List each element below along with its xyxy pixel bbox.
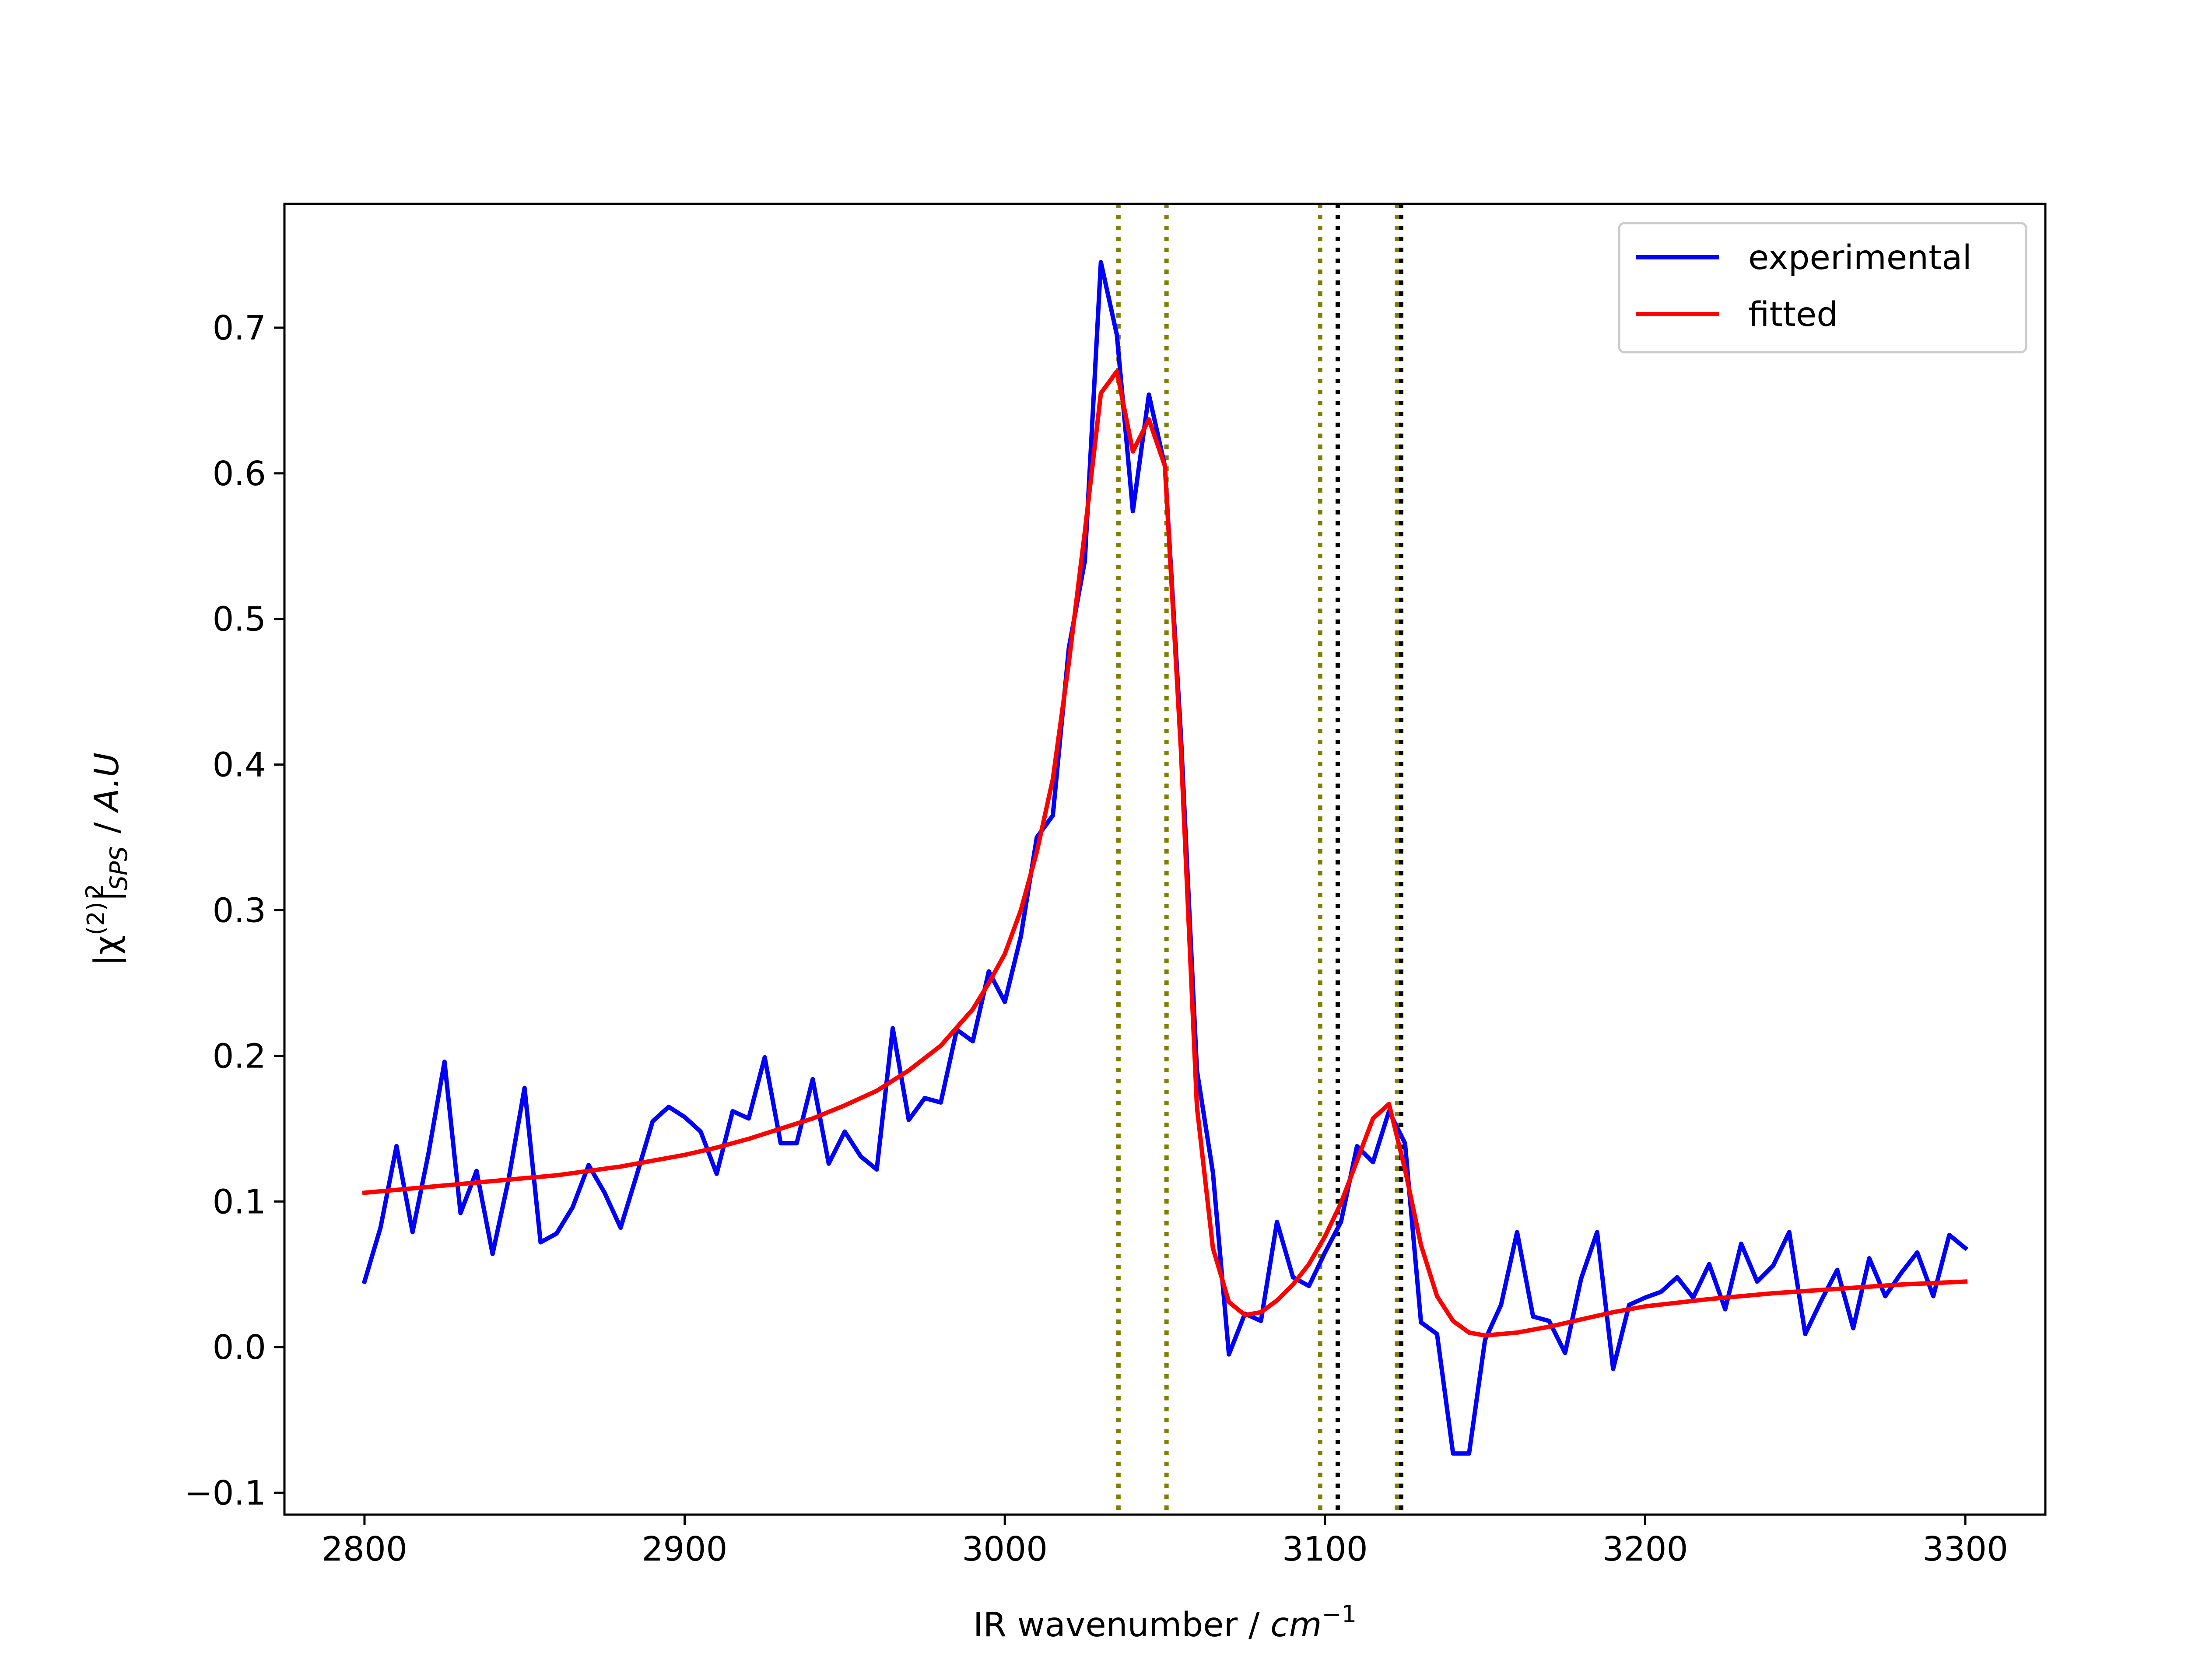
- series-lines: [361, 260, 1969, 1456]
- y-tick-label: 0.6: [213, 455, 266, 494]
- x-tick-label: 3200: [1602, 1530, 1688, 1569]
- y-tick-label: 0.0: [213, 1328, 266, 1367]
- y-tick-label: 0.5: [213, 600, 266, 639]
- x-tick-label: 3000: [962, 1530, 1048, 1569]
- axes-frame: [283, 203, 2047, 1516]
- x-axis-label: IR wavenumber / cm−1: [973, 1600, 1357, 1645]
- series-line-fitted: [362, 369, 1968, 1338]
- y-tick-label: 0.7: [213, 309, 266, 348]
- legend-box: [1618, 222, 2027, 354]
- x-axis-ticks: 2800 2900 3000 3100 3200 3300: [322, 1515, 2008, 1569]
- axes-background: [284, 204, 2045, 1515]
- x-tick-label: 3100: [1282, 1530, 1368, 1569]
- y-axis-label: |χ(2)|SPS2 / A.U: [81, 752, 133, 966]
- plot-area: [283, 203, 2047, 1516]
- legend-label-fitted: fitted: [1748, 295, 1838, 334]
- legend: experimental fitted: [1618, 222, 2027, 354]
- legend-label-experimental: experimental: [1748, 238, 1972, 277]
- x-tick-label: 2800: [322, 1530, 407, 1569]
- y-tick-label: 0.2: [213, 1037, 266, 1076]
- y-tick-label: 0.1: [213, 1183, 266, 1222]
- y-tick-label: 0.4: [213, 746, 266, 785]
- y-tick-label: 0.3: [213, 892, 266, 931]
- x-tick-label: 3300: [1922, 1530, 2008, 1569]
- y-axis-ticks: −0.1 0.0 0.1 0.2 0.3 0.4 0.5 0.6 0.7: [184, 309, 284, 1513]
- x-tick-label: 2900: [642, 1530, 728, 1569]
- y-tick-label: −0.1: [184, 1474, 266, 1513]
